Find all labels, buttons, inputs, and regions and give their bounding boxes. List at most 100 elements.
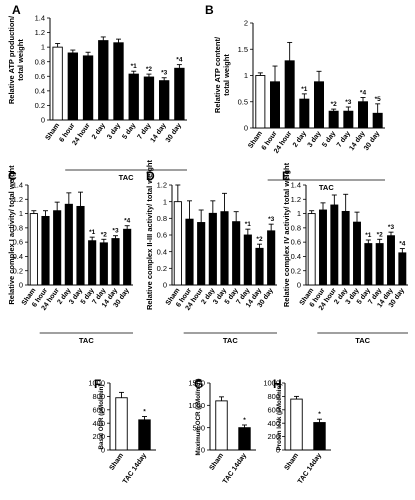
bar-e-6 [375,243,384,286]
annotation-f-1: * [143,409,146,416]
annotation-d-6: *1 [245,221,252,228]
bar-b-5 [328,110,339,129]
y-tick-label-d: 0.2 [157,264,167,273]
annotation-d-8: *3 [268,216,275,223]
annotation-d-7: *2 [256,236,263,243]
category-label-a-8: 30 day [165,122,183,144]
annotation-c-7: *3 [112,228,119,235]
panel-label-e: E [282,169,290,183]
bar-b-8 [372,112,383,129]
category-label-h-0: Sham [283,452,300,472]
bar-e-3 [341,210,350,286]
y-tick-label-a: 0.2 [35,101,45,110]
bar-c-4 [76,205,85,286]
y-tick-label-h: 0 [276,446,280,455]
bar-a-7 [158,80,170,121]
panel-label-a: A [12,3,21,17]
bar-b-3 [299,98,310,129]
category-label-h-1: TAC 14day [297,452,323,485]
group-label-a: TAC [119,173,134,182]
annotation-c-5: *1 [89,229,96,236]
bar-d-0 [173,201,182,286]
bar-b-7 [358,101,368,129]
y-tick-label-d: 0.8 [157,214,167,223]
y-tick-label-h: 400 [267,419,280,428]
y-tick-label-e: 1 [297,209,301,218]
y-tick-label-a: 1.4 [35,14,45,23]
bar-b-2 [284,60,295,129]
y-axis-label-e: Relative complex IV activity/ total weig… [282,162,291,307]
y-tick-label-f: 1000 [88,379,105,388]
y-tick-label-f: 200 [92,432,105,441]
bar-a-5 [128,73,139,121]
bar-d-7 [255,247,264,286]
annotation-a-6: *2 [146,66,153,73]
category-label-f-1: TAC 14day [122,452,148,485]
category-label-b-5: 5 day [321,130,337,149]
bar-e-7 [387,235,395,286]
y-tick-label-a: 0.6 [35,72,45,81]
y-tick-label-h: 800 [267,392,280,401]
annotation-b-5: *2 [331,101,338,108]
y-tick-label-h: 1000 [263,379,280,388]
y-tick-label-f: 0 [101,446,105,455]
annotation-a-8: *4 [176,57,183,64]
group-label-e: TAC [355,336,370,345]
y-tick-label-a: 1.2 [35,28,45,37]
category-label-a-4: 3 day [106,122,122,141]
annotation-a-5: *1 [131,63,138,70]
bar-h-0 [290,398,303,451]
bar-f-0 [115,397,128,451]
panel-label-c: C [8,169,17,183]
category-label-f-0: Sham [108,452,125,472]
y-tick-label-f: 800 [92,392,105,401]
y-tick-label-g: 1500 [188,379,205,388]
bar-d-3 [208,212,217,286]
panel-label-f: F [94,377,101,391]
bar-g-1 [238,427,251,451]
bar-a-8 [174,67,185,121]
bar-d-4 [220,211,229,286]
bar-c-1 [41,215,50,286]
annotation-a-7: *3 [161,70,168,77]
bar-e-8 [398,252,407,286]
y-axis-label-d: Relative complex II-III activity/ total … [145,159,154,310]
bar-a-0 [52,46,63,121]
bar-c-6 [99,242,108,286]
annotation-b-3: *1 [301,86,308,93]
annotation-e-7: *3 [388,224,395,231]
y-tick-label-e: 0.6 [291,238,301,247]
y-tick-label-b: 1 [244,71,248,80]
annotation-b-6: *3 [345,99,352,106]
bar-a-2 [82,55,94,121]
bar-c-7 [111,238,120,286]
bar-h-1 [313,422,326,451]
bar-a-1 [67,52,79,121]
bar-f-1 [138,419,151,451]
y-axis-label-b: Relative ATP content/ [213,36,222,113]
y-axis-label-a: Relative ATP production/ [7,15,16,104]
y-axis-label-g: Maximum OCR (pMol/min) [195,379,202,456]
y-tick-label-h: 600 [267,405,280,414]
y-tick-label-c: 0.4 [13,252,23,261]
bar-b-0 [255,75,266,129]
category-label-b-4: 3 day [307,130,323,149]
bar-d-2 [197,222,206,286]
y-tick-label-f: 600 [92,405,105,414]
y-tick-label-b: 0.5 [238,97,248,106]
y-tick-label-c: 0.2 [13,266,23,275]
annotation-h-1: * [318,411,321,418]
y-axis-label-f: Basal OCR (pMol/min) [98,385,105,450]
category-label-b-3: 2 day [292,130,308,149]
category-label-g-0: Sham [208,452,225,472]
y-tick-label-a: 1 [41,43,45,52]
y-tick-label-d: 0.4 [157,247,167,256]
bar-b-1 [270,81,280,129]
panel-label-g: G [194,377,203,391]
category-label-b-8: 30 day [363,130,381,152]
group-label-c: TAC [79,336,94,345]
bar-d-5 [232,221,241,286]
y-tick-label-c: 0 [19,281,23,290]
bar-e-1 [319,209,327,286]
